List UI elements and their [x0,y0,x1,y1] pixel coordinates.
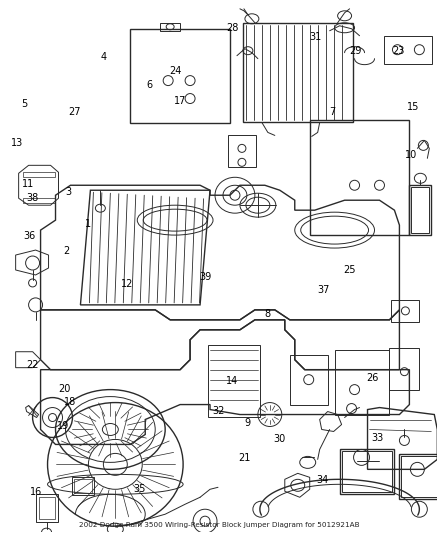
Bar [72,478,95,495]
Text: 24: 24 [169,66,181,76]
Bar [23,172,54,177]
Text: 22: 22 [26,360,39,370]
Text: 4: 4 [100,52,106,62]
Bar [35,494,57,522]
Text: 32: 32 [212,406,224,416]
Bar [208,345,260,416]
Text: 6: 6 [146,80,152,90]
Text: 18: 18 [64,397,76,407]
Text: 36: 36 [23,231,35,241]
Bar [392,300,419,322]
Text: 30: 30 [273,434,286,444]
Text: 14: 14 [226,376,238,386]
Text: 5: 5 [21,100,28,109]
Bar [74,479,92,493]
Text: 2002 Dodge Ram 3500 Wiring-Resistor Block Jumper Diagram for 5012921AB: 2002 Dodge Ram 3500 Wiring-Resistor Bloc… [79,522,359,528]
Text: 38: 38 [26,193,38,204]
Text: 28: 28 [226,23,238,34]
Text: 12: 12 [121,279,134,288]
Text: 26: 26 [367,373,379,383]
Text: 11: 11 [21,179,34,189]
Text: 15: 15 [407,102,420,112]
Bar [243,23,353,123]
Text: 16: 16 [30,487,42,497]
Text: 35: 35 [133,483,146,494]
Text: 20: 20 [58,384,70,394]
Text: 25: 25 [344,265,356,275]
Bar [385,36,432,63]
Bar [39,497,54,519]
Bar [342,451,392,492]
Text: 29: 29 [350,46,362,56]
Text: 37: 37 [318,285,330,295]
Text: 17: 17 [173,96,186,106]
Text: 13: 13 [11,138,23,148]
Text: 9: 9 [244,418,251,428]
Bar [339,449,395,494]
Text: 31: 31 [309,32,321,42]
Text: 33: 33 [371,433,383,442]
Text: 1: 1 [85,219,91,229]
Bar [160,23,180,31]
Bar [411,187,429,233]
Bar [389,348,419,390]
Bar [130,29,230,124]
Text: 10: 10 [405,150,417,160]
Bar [410,185,431,235]
Text: 34: 34 [316,475,328,485]
Text: 2: 2 [63,246,69,255]
Bar [228,135,256,167]
Text: 39: 39 [200,272,212,282]
Bar [310,120,410,235]
Text: 19: 19 [57,421,69,431]
Text: 7: 7 [329,108,336,117]
Text: 27: 27 [69,108,81,117]
Bar [335,350,389,415]
Bar [23,198,54,203]
Bar [401,456,438,497]
Text: 3: 3 [65,187,71,197]
Text: 21: 21 [238,453,251,463]
Text: 8: 8 [264,309,270,319]
Bar [399,455,438,499]
Text: 23: 23 [393,46,405,56]
Bar [290,355,328,405]
